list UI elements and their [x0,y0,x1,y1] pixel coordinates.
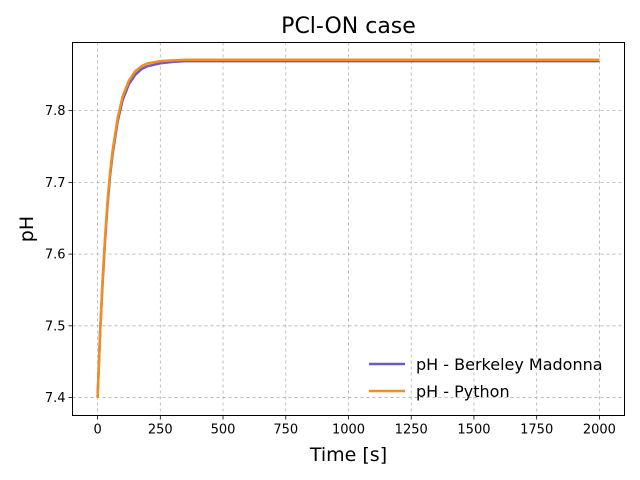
x-tick-label: 1750 [520,423,553,438]
x-tick-label: 500 [211,423,236,438]
x-tick-label: 1000 [332,423,365,438]
x-tick-label: 2000 [583,423,616,438]
x-axis-label: Time [s] [309,444,387,466]
y-tick-label: 7.4 [45,391,66,406]
grid [72,42,625,416]
legend-label-berkeley-madonna: pH - Berkeley Madonna [416,355,603,374]
x-tick-label: 1250 [395,423,428,438]
y-axis-label: pH [16,216,38,242]
y-tick-label: 7.8 [45,104,66,119]
series-line-python [96,58,600,398]
chart-title: PCl-ON case [281,14,416,39]
y-tick-label: 7.7 [45,176,66,191]
x-axis: 0 250 500 750 1000 1250 1500 1750 2000 [93,415,616,438]
y-axis: 7.4 7.5 7.6 7.7 7.8 [45,104,73,406]
y-tick-label: 7.5 [45,319,66,334]
x-tick-label: 750 [273,423,298,438]
x-tick-label: 250 [148,423,173,438]
x-tick-label: 0 [93,423,101,438]
legend: pH - Berkeley Madonna pH - Python [369,355,603,401]
y-tick-label: 7.6 [45,248,66,263]
x-tick-label: 1500 [457,423,490,438]
legend-label-python: pH - Python [416,382,510,401]
series-layer [96,58,600,398]
